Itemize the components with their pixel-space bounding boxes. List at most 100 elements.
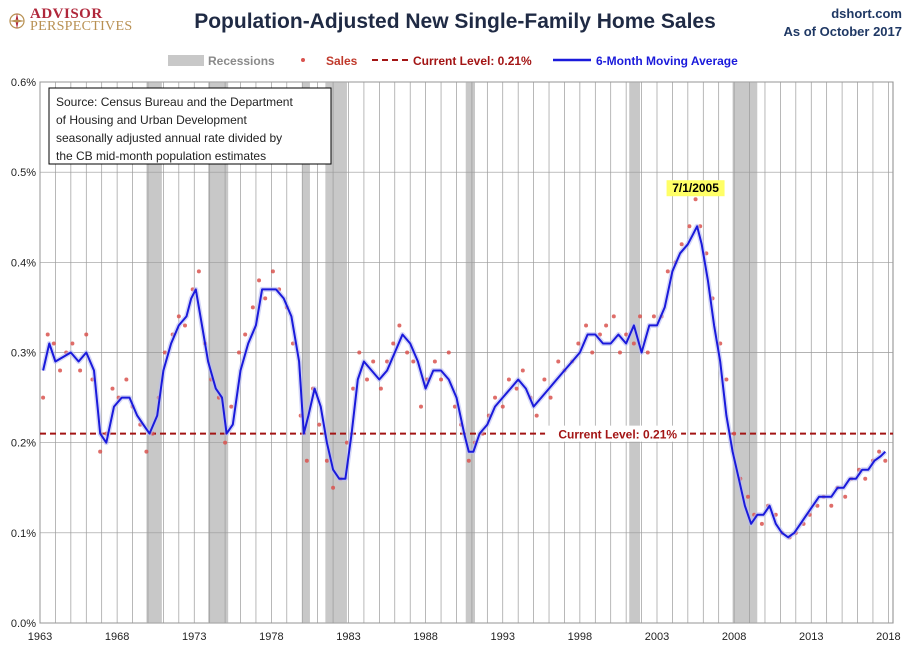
- source-note-line-4: the CB mid-month population estimates: [56, 149, 266, 163]
- x-tick-label: 2013: [799, 631, 823, 643]
- chart-title: Population-Adjusted New Single-Family Ho…: [194, 10, 716, 33]
- x-tick-label: 1988: [413, 631, 437, 643]
- source-note-line-3: seasonally adjusted annual rate divided …: [56, 131, 282, 145]
- y-tick-label: 0.2%: [11, 438, 36, 450]
- sales-point: [576, 341, 581, 346]
- y-tick-label: 0.5%: [11, 167, 36, 179]
- sales-point: [604, 323, 609, 328]
- sales-point: [257, 278, 262, 283]
- x-tick-label: 1968: [105, 631, 129, 643]
- sales-point: [110, 386, 115, 391]
- sales-point: [98, 449, 103, 454]
- y-tick-label: 0.0%: [11, 618, 36, 630]
- sales-point: [223, 440, 228, 445]
- legend-sales-marker: [301, 58, 305, 62]
- y-tick-label: 0.1%: [11, 528, 36, 540]
- as-of-date: As of October 2017: [783, 24, 903, 39]
- sales-point: [829, 503, 834, 508]
- sales-point: [196, 269, 201, 274]
- y-tick-label: 0.6%: [11, 77, 36, 89]
- current-level-label-bg: [545, 425, 682, 442]
- current-level-label: Current Level: 0.21%: [558, 428, 677, 442]
- sales-point: [365, 377, 370, 382]
- legend-recession-swatch: [168, 55, 204, 66]
- sales-point: [679, 242, 684, 247]
- sales-point: [229, 404, 234, 409]
- legend-recessions-label: Recessions: [208, 54, 275, 68]
- sales-point: [378, 386, 383, 391]
- sales-point: [687, 224, 692, 229]
- x-tick-label: 2003: [645, 631, 669, 643]
- sales-point: [843, 494, 848, 499]
- x-tick-label: 2008: [722, 631, 746, 643]
- legend-sales-label: Sales: [326, 54, 358, 68]
- x-tick-label: 1993: [491, 631, 515, 643]
- sales-point: [411, 359, 416, 364]
- legend: Recessions Sales Current Level: 0.21% 6-…: [168, 54, 738, 68]
- sales-point: [520, 368, 525, 373]
- sales-point: [182, 323, 187, 328]
- sales-point: [493, 395, 498, 400]
- sales-point: [250, 305, 255, 310]
- sales-point: [41, 395, 46, 400]
- sales-point: [263, 296, 268, 301]
- sales-point: [45, 332, 50, 337]
- sales-point: [534, 413, 539, 418]
- sales-point: [84, 332, 89, 337]
- sales-point: [51, 341, 56, 346]
- legend-current-level-label: Current Level: 0.21%: [413, 54, 532, 68]
- sales-point: [144, 449, 149, 454]
- sales-point: [317, 422, 322, 427]
- sales-point: [645, 350, 650, 355]
- site-label: dshort.com: [831, 6, 902, 21]
- sales-point: [556, 359, 561, 364]
- sales-point: [863, 476, 868, 481]
- sales-point: [405, 350, 410, 355]
- source-note-line-1: Source: Census Bureau and the Department: [56, 95, 293, 109]
- x-tick-label: 1973: [182, 631, 206, 643]
- sales-point: [514, 386, 519, 391]
- sales-point: [243, 332, 248, 337]
- sales-point: [70, 341, 75, 346]
- sales-point: [877, 449, 882, 454]
- sales-point: [439, 377, 444, 382]
- sales-point: [371, 359, 376, 364]
- sales-point: [617, 350, 622, 355]
- sales-point: [418, 404, 423, 409]
- sales-point: [638, 314, 643, 319]
- peak-label: 7/1/2005: [672, 181, 719, 195]
- sales-point: [270, 269, 275, 274]
- sales-point: [651, 314, 656, 319]
- sales-point: [732, 431, 737, 436]
- sales-point: [304, 458, 309, 463]
- sales-point: [124, 377, 129, 382]
- sales-point: [506, 377, 511, 382]
- sales-point: [542, 377, 547, 382]
- sales-point: [590, 350, 595, 355]
- sales-point: [665, 269, 670, 274]
- sales-point: [584, 323, 589, 328]
- y-tick-label: 0.3%: [11, 348, 36, 360]
- sales-point: [724, 377, 729, 382]
- sales-point: [883, 458, 888, 463]
- sales-point: [548, 395, 553, 400]
- sales-point: [631, 341, 636, 346]
- sales-point: [397, 323, 402, 328]
- x-tick-label: 1998: [568, 631, 592, 643]
- sales-point: [611, 314, 616, 319]
- x-tick-label: 2018: [876, 631, 900, 643]
- sales-point: [391, 341, 396, 346]
- sales-point: [58, 368, 63, 373]
- logo-line-2: PERSPECTIVES: [30, 19, 133, 34]
- peak-label-bg: [666, 180, 725, 197]
- sales-point: [357, 350, 362, 355]
- sales-point: [446, 350, 451, 355]
- sales-point: [746, 494, 751, 499]
- sales-point: [466, 458, 471, 463]
- sales-point: [78, 368, 83, 373]
- sales-point: [331, 485, 336, 490]
- x-tick-label: 1978: [259, 631, 283, 643]
- sales-point: [176, 314, 181, 319]
- compass-icon: [9, 13, 25, 29]
